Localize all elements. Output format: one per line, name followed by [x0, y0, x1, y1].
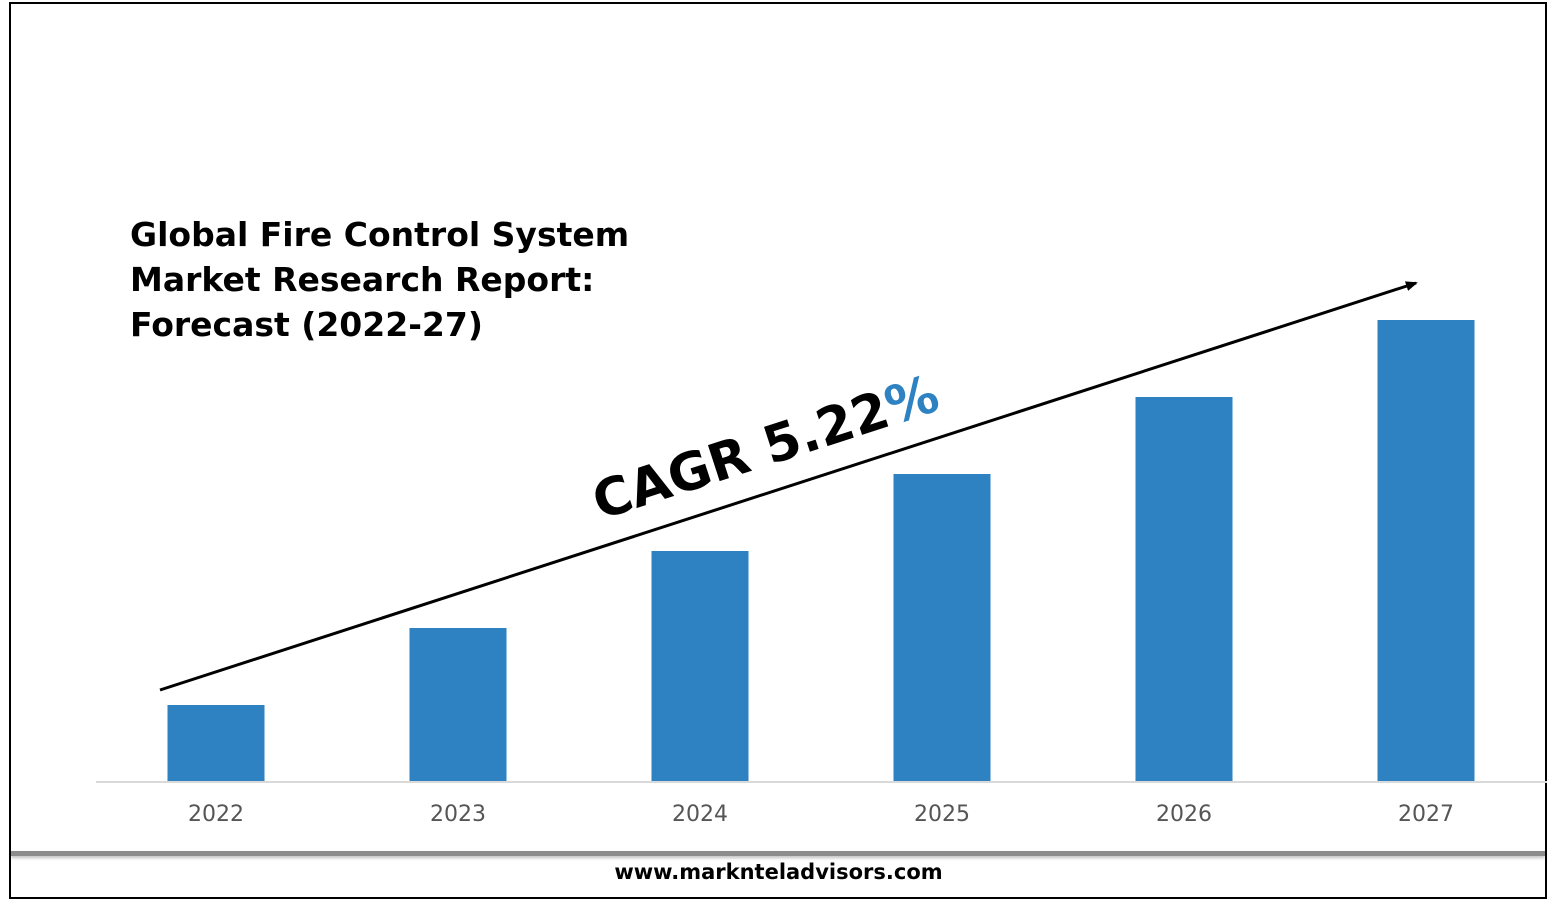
x-tick-label-2027: 2027: [1398, 802, 1454, 827]
footer-website-link[interactable]: www.marknteladvisors.com: [614, 860, 943, 884]
footer-divider: [11, 851, 1545, 856]
bar-2026: [1135, 397, 1233, 782]
bar-2022: [167, 705, 265, 782]
trend-arrow: [159, 281, 1418, 692]
x-tick-label-2026: 2026: [1156, 802, 1212, 827]
x-tick-label-2023: 2023: [430, 802, 486, 827]
cagr-value: CAGR 5.22: [585, 380, 896, 532]
chart-frame: [9, 2, 1547, 899]
chart-title-line-2: Market Research Report:: [130, 260, 595, 299]
bar-2027: [1377, 320, 1475, 782]
x-tick-label-2022: 2022: [188, 802, 244, 827]
bar-2025: [893, 474, 991, 782]
x-tick-label-2024: 2024: [672, 802, 728, 827]
x-tick-labels: 2022 2023 2024 2025 2026 2027: [188, 802, 1454, 827]
bars-group: [167, 320, 1475, 782]
cagr-annotation: CAGR 5.22%: [585, 364, 946, 532]
chart-title: Global Fire Control System Market Resear…: [130, 212, 650, 347]
bar-2023: [409, 628, 507, 782]
x-tick-label-2025: 2025: [914, 802, 970, 827]
bar-2024: [651, 551, 749, 782]
chart-title-line-1: Global Fire Control System: [130, 215, 630, 254]
chart-title-line-3: Forecast (2022-27): [130, 305, 483, 344]
